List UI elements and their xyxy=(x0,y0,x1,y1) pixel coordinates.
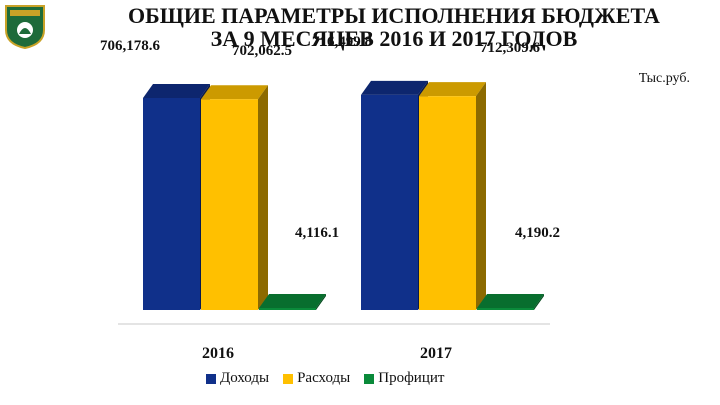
bar-expenses-2016-side xyxy=(258,85,268,310)
data-label-1-2017: 712,309.6 xyxy=(480,40,541,56)
bar-surplus-2016 xyxy=(259,308,316,310)
data-label-2-2016: 4,116.1 xyxy=(295,225,339,241)
bar-revenue-2016-top xyxy=(143,84,210,98)
bar-surplus-2017-side xyxy=(534,294,544,310)
data-label-1-2016: 702,062.5 xyxy=(232,43,292,59)
data-label-0-2016: 706,178.6 xyxy=(100,38,161,54)
category-label-2016: 2016 xyxy=(202,345,234,362)
bar-surplus-2017-top xyxy=(477,294,544,308)
legend-swatch-1 xyxy=(283,373,294,384)
legend-label-1: Расходы xyxy=(297,370,351,386)
bar-surplus-2016-top xyxy=(259,294,326,308)
legend: Доходы Расходы Профицит xyxy=(206,370,444,387)
legend-swatch-0 xyxy=(206,373,216,384)
data-label-2-2017: 4,190.2 xyxy=(515,225,560,241)
data-label-0-2017: 716,499.8 xyxy=(312,34,372,50)
bar-expenses-2016-top xyxy=(201,85,268,100)
legend-item-0: Доходы xyxy=(206,370,269,387)
bar-surplus-2017 xyxy=(477,308,534,310)
legend-item-2: Профицит xyxy=(364,370,444,387)
bar-revenue-2016 xyxy=(143,98,200,310)
unit-label: Тыс.руб. xyxy=(639,71,690,86)
title-line-1: ОБЩИЕ ПАРАМЕТРЫ ИСПОЛНЕНИЯ БЮДЖЕТА xyxy=(128,3,660,28)
bar-revenue-2017-top xyxy=(361,80,428,95)
legend-label-2: Профицит xyxy=(378,370,445,386)
category-label-2017: 2017 xyxy=(420,345,452,362)
legend-label-0: Доходы xyxy=(220,370,270,386)
bar-revenue-2017 xyxy=(361,94,418,311)
legend-item-1: Расходы xyxy=(283,370,350,387)
coat-of-arms-icon xyxy=(5,5,45,50)
title-line-2: ЗА 9 МЕСЯЦЕВ 2016 И 2017 ГОДОВ xyxy=(210,26,578,51)
bar-surplus-2016-side xyxy=(316,294,326,310)
bar-expenses-2017-top xyxy=(419,82,486,97)
bar-expenses-2017 xyxy=(419,96,476,311)
bar-expenses-2016 xyxy=(201,99,258,310)
legend-swatch-2 xyxy=(364,373,375,384)
bar-expenses-2017-side xyxy=(476,82,486,311)
chart-title: ОБЩИЕ ПАРАМЕТРЫ ИСПОЛНЕНИЯ БЮДЖЕТА ЗА 9 … xyxy=(70,4,718,50)
